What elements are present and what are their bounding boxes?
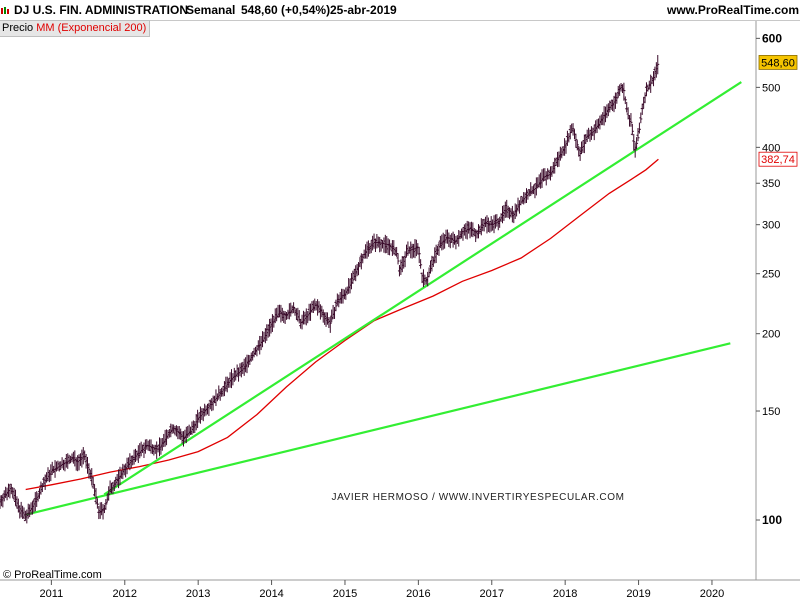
x-tick-label: 2016	[406, 588, 430, 600]
site-link[interactable]: www.ProRealTime.com	[667, 3, 800, 17]
last-price-badge	[758, 55, 798, 70]
legend: Precio MM (Exponencial 200)	[0, 20, 151, 37]
y-tick-label: 200	[762, 329, 780, 341]
ma-line	[25, 158, 659, 491]
x-tick-label: 2014	[259, 588, 283, 600]
y-tick-label: 300	[762, 220, 780, 232]
legend-price[interactable]: Precio	[2, 22, 34, 34]
quote-label: 548,60 (+0,54%)	[241, 3, 331, 17]
chart-header: DJ U.S. FIN. ADMINISTRATION Semanal 548,…	[0, 0, 800, 21]
y-tick-label: 350	[762, 178, 780, 190]
x-tick-label: 2018	[553, 588, 577, 600]
last-ma-badge	[758, 151, 798, 167]
date-label: 25-abr-2019	[330, 3, 397, 17]
y-tick-label: 500	[762, 82, 780, 94]
x-tick-label: 2012	[113, 588, 137, 600]
x-tick-label: 2019	[626, 588, 650, 600]
y-tick-label: 400	[762, 142, 780, 154]
y-tick-label: 250	[762, 269, 780, 281]
watermark-text: JAVIER HERMOSO / WWW.INVERTIRYESPECULAR.…	[331, 492, 624, 503]
instrument-name: DJ U.S. FIN. ADMINISTRATION	[14, 3, 188, 17]
x-tick-label: 2020	[700, 588, 724, 600]
trendline-1	[103, 81, 742, 496]
x-tick-label: 2013	[186, 588, 210, 600]
period-label: Semanal	[186, 3, 236, 17]
legend-ma[interactable]: MM (Exponencial 200)	[36, 22, 147, 34]
x-tick-label: 2011	[40, 588, 64, 600]
x-tick-label: 2015	[333, 588, 357, 600]
copyright-label: © ProRealTime.com	[3, 569, 102, 581]
trendline-2	[25, 342, 731, 516]
y-tick-label: 150	[762, 406, 780, 418]
y-tick-label: 100	[762, 513, 782, 527]
last-ma-label: 382,74	[761, 154, 795, 166]
price-bars	[0, 55, 660, 524]
instrument-icon	[0, 4, 10, 18]
y-tick-label: 600	[762, 31, 782, 45]
x-tick-label: 2017	[480, 588, 504, 600]
last-price-label: 548,60	[761, 57, 795, 69]
